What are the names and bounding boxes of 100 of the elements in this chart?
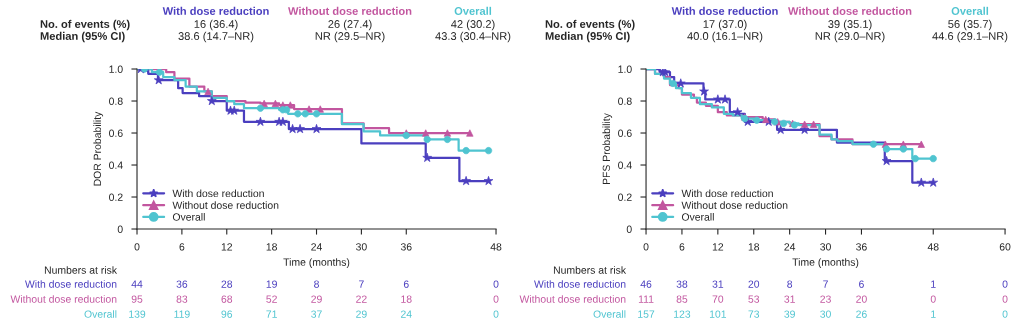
y-tick-label: 0.4 (109, 161, 123, 169)
text: 6 (403, 280, 409, 288)
legend-label: Without dose reduction (681, 201, 788, 209)
y-tick-label: 0.2 (618, 193, 632, 201)
x-tick-label: 6 (179, 243, 185, 251)
x-tick-label: 36 (400, 243, 412, 251)
text: 29 (356, 310, 367, 318)
legend-label: Without dose reduction (172, 201, 279, 209)
text: 17 (37.0) (703, 19, 747, 31)
y-tick-label: 0.6 (109, 129, 123, 137)
x-tick-label: 48 (490, 243, 502, 251)
text: Overall (593, 310, 626, 318)
text: 71 (266, 310, 277, 318)
text: 111 (638, 295, 654, 303)
y-tick-label: 0.8 (618, 97, 632, 105)
text: 44 (131, 280, 143, 288)
text: 22 (356, 295, 367, 303)
text: 23 (820, 295, 831, 303)
text: 37 (311, 310, 322, 318)
text: 39 (35.1) (828, 19, 872, 31)
text: 1 (931, 310, 936, 318)
text: 31 (784, 295, 795, 303)
text: 0 (1002, 310, 1008, 318)
y-tick-label: 0 (626, 225, 632, 233)
text: Without dose reduction (519, 295, 626, 303)
text: Numbers at risk (553, 266, 627, 274)
x-tick-label: 18 (266, 243, 277, 251)
text: Without dose reduction (10, 295, 117, 303)
text: No. of events (%) (545, 19, 635, 31)
text: NR (29.5–NR) (315, 31, 385, 43)
x-tick-label: 24 (784, 243, 796, 251)
x-tick-label: 12 (712, 243, 724, 251)
y-tick-label: 0 (117, 225, 123, 233)
text: Overall (84, 310, 117, 318)
text: 31 (712, 280, 724, 288)
legend-label: With dose reduction (681, 189, 773, 198)
text: 24 (401, 310, 412, 318)
text: 68 (221, 295, 233, 303)
text: 139 (129, 310, 146, 318)
x-axis-title: Time (months) (792, 258, 859, 268)
text: 6 (859, 280, 864, 288)
text: 53 (748, 295, 760, 303)
y-tick-label: 1.0 (618, 65, 632, 73)
y-axis-title: DOR Probability (93, 111, 104, 186)
text: With dose reduction (671, 6, 778, 15)
text: 28 (221, 280, 233, 288)
x-tick-label: 18 (748, 243, 760, 251)
text: Numbers at risk (44, 266, 118, 274)
text: Without dose reduction (288, 6, 412, 15)
text: 73 (748, 310, 760, 318)
text: With dose reduction (534, 280, 626, 288)
text: 30 (820, 310, 831, 318)
x-tick-label: 36 (856, 243, 867, 251)
text: 70 (712, 295, 724, 303)
text: 8 (787, 280, 793, 288)
text: 39 (784, 310, 795, 318)
text: 7 (823, 280, 828, 288)
x-axis-title: Time (months) (283, 258, 350, 268)
text: 19 (266, 280, 277, 288)
text: 18 (401, 295, 412, 303)
x-tick-label: 30 (820, 243, 831, 251)
y-tick-label: 0.2 (109, 193, 123, 201)
text: 85 (676, 295, 688, 303)
legend-label: Overall (681, 213, 714, 221)
text: NR (29.0–NR) (815, 31, 885, 43)
legend-label: With dose reduction (172, 189, 264, 198)
text: 0 (493, 295, 499, 303)
legend-label: Overall (172, 213, 205, 221)
text: 46 (640, 280, 652, 288)
text: 26 (27.4) (328, 19, 372, 31)
text: Overall (454, 6, 492, 15)
text: No. of events (%) (40, 19, 130, 31)
text: With dose reduction (162, 6, 269, 15)
text: 52 (266, 295, 277, 303)
x-tick-label: 24 (311, 243, 323, 251)
text: 16 (36.4) (194, 19, 238, 31)
x-tick-label: 30 (356, 243, 367, 251)
text: 20 (748, 280, 760, 288)
text: Without dose reduction (788, 6, 912, 15)
text: 0 (493, 280, 499, 288)
text: 83 (176, 295, 188, 303)
text: Overall (951, 6, 989, 15)
x-tick-label: 48 (927, 243, 939, 251)
text: 95 (131, 295, 143, 303)
text: 56 (35.7) (948, 19, 992, 31)
text: 123 (674, 310, 691, 318)
text: 43.3 (30.4–NR) (435, 31, 511, 43)
text: 0 (930, 295, 936, 303)
text: 7 (359, 280, 364, 288)
y-tick-label: 0.6 (618, 129, 632, 137)
text: 44.6 (29.1–NR) (932, 31, 1008, 43)
text: 101 (709, 310, 727, 318)
text: 40.0 (16.1–NR) (687, 31, 763, 43)
y-tick-label: 0.8 (109, 97, 123, 105)
text: 119 (174, 310, 190, 318)
text: 20 (856, 295, 867, 303)
text: Median (95% CI) (545, 31, 630, 43)
text: 8 (314, 280, 319, 288)
text: 1 (931, 280, 936, 288)
text: 36 (176, 280, 188, 288)
